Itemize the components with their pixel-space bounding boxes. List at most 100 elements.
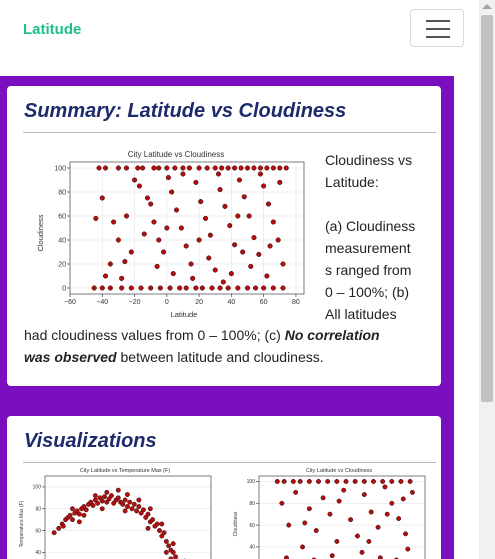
summary-description: had cloudiness values from 0 – 100%; (c)… xyxy=(24,324,434,368)
chart-xlabel: Latitude xyxy=(171,310,198,319)
data-point xyxy=(88,499,94,505)
plot-frame xyxy=(69,161,305,295)
data-point xyxy=(313,528,319,533)
data-point xyxy=(241,194,247,200)
data-point xyxy=(325,479,331,484)
data-point xyxy=(300,544,305,550)
y-tick-label: 60 xyxy=(35,528,41,534)
data-point xyxy=(145,525,151,531)
data-point xyxy=(177,285,183,291)
data-point xyxy=(122,508,128,514)
data-point xyxy=(115,237,121,243)
x-tick-label: 40 xyxy=(227,299,235,306)
data-point xyxy=(199,285,205,291)
y-tick-label: 60 xyxy=(58,213,66,220)
data-point xyxy=(375,524,381,530)
scroll-up-arrow-icon[interactable] xyxy=(482,4,492,9)
data-point xyxy=(163,539,169,544)
scrollbar[interactable] xyxy=(479,0,495,559)
data-point xyxy=(148,285,154,291)
data-point xyxy=(236,177,242,183)
data-point xyxy=(127,499,133,505)
data-point xyxy=(203,215,209,221)
data-point xyxy=(170,271,176,277)
x-tick-label: −60 xyxy=(64,299,76,306)
data-point xyxy=(316,479,321,484)
data-point xyxy=(238,165,244,171)
data-point xyxy=(138,285,144,291)
y-tick-label: 0 xyxy=(62,285,66,292)
data-point xyxy=(164,165,170,171)
navbar-toggler-button[interactable] xyxy=(410,9,464,47)
data-point xyxy=(244,165,251,171)
data-point xyxy=(99,498,105,504)
data-point xyxy=(320,495,326,501)
data-point xyxy=(51,530,57,536)
data-point xyxy=(129,506,135,512)
data-point xyxy=(264,273,270,279)
data-point xyxy=(180,165,186,171)
data-point xyxy=(341,487,347,493)
data-point xyxy=(286,522,292,528)
y-tick-label: 60 xyxy=(249,523,255,529)
data-point xyxy=(257,171,263,177)
data-point xyxy=(111,219,117,225)
data-point xyxy=(154,263,160,269)
data-point xyxy=(222,203,228,209)
data-point xyxy=(154,521,160,527)
data-point xyxy=(371,479,376,484)
data-point xyxy=(327,511,333,517)
data-point xyxy=(128,249,134,255)
data-point xyxy=(280,285,286,291)
data-point xyxy=(104,489,110,495)
data-point xyxy=(244,285,251,291)
hamburger-icon-bar xyxy=(426,28,450,30)
data-point xyxy=(235,285,241,291)
data-point xyxy=(172,165,178,171)
data-point xyxy=(207,232,213,238)
data-point xyxy=(212,267,218,273)
data-point xyxy=(74,508,80,514)
data-point xyxy=(156,237,162,243)
data-point xyxy=(334,479,340,484)
scrollbar-thumb[interactable] xyxy=(481,15,493,402)
chart-ylabel: Cloudiness xyxy=(233,511,239,536)
data-point xyxy=(144,195,151,201)
data-point xyxy=(180,171,186,177)
data-point xyxy=(366,539,372,544)
data-point xyxy=(134,508,140,514)
data-point xyxy=(389,500,395,506)
data-point xyxy=(407,479,413,484)
data-point xyxy=(274,479,280,484)
data-point xyxy=(167,285,173,291)
data-point xyxy=(261,183,267,189)
data-point xyxy=(209,285,215,291)
data-point xyxy=(306,506,312,512)
plot-frame xyxy=(44,475,212,559)
data-point xyxy=(302,520,308,526)
data-point xyxy=(329,553,335,559)
data-point xyxy=(281,479,287,484)
data-point xyxy=(161,530,167,536)
data-point xyxy=(193,285,199,291)
data-point xyxy=(248,263,254,269)
data-point xyxy=(119,275,125,281)
data-point xyxy=(97,495,103,501)
data-point xyxy=(151,165,157,171)
main-content: Summary: Latitude vs Cloudiness City Lat… xyxy=(0,76,454,559)
x-tick-label: 80 xyxy=(292,299,300,306)
x-tick-label: −40 xyxy=(96,299,108,306)
navbar-brand[interactable]: Latitude xyxy=(23,21,82,38)
data-point xyxy=(264,165,270,171)
data-point xyxy=(120,501,126,507)
hamburger-icon-bar xyxy=(426,20,450,22)
y-tick-label: 40 xyxy=(35,550,41,556)
data-point xyxy=(76,519,82,525)
data-point xyxy=(232,242,238,248)
data-point xyxy=(270,165,276,171)
y-tick-label: 20 xyxy=(58,261,66,268)
data-point xyxy=(148,201,154,207)
data-point xyxy=(136,183,142,189)
data-point xyxy=(253,285,259,291)
y-tick-label: 40 xyxy=(58,237,66,244)
